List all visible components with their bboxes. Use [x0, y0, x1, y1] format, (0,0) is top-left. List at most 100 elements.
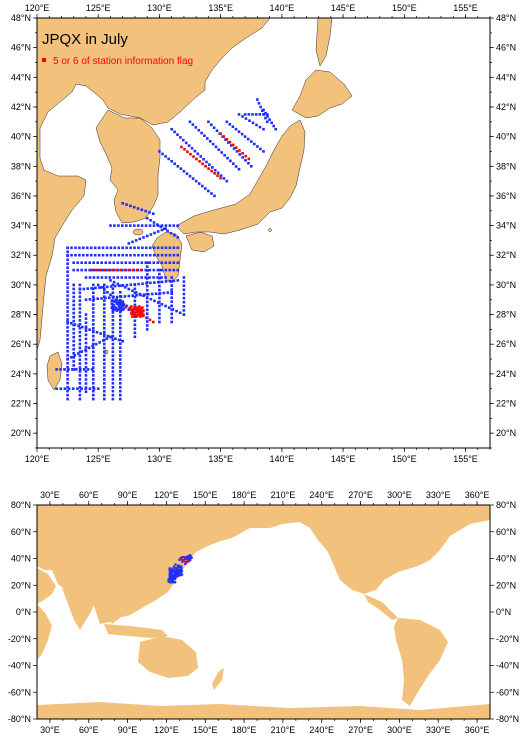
station-marker — [78, 330, 82, 334]
station-marker — [103, 342, 106, 346]
station-marker — [201, 184, 204, 188]
x-tick-label-bottom: 135°E — [208, 454, 233, 464]
station-marker — [94, 286, 97, 290]
station-marker — [88, 387, 92, 390]
station-marker — [152, 224, 156, 227]
station-marker — [113, 253, 117, 257]
station-marker — [78, 338, 82, 342]
station-marker — [182, 296, 186, 300]
station-marker — [72, 344, 75, 347]
station-marker — [76, 268, 79, 272]
x-tick-label-top: 180°E — [232, 490, 257, 500]
station-marker — [178, 558, 181, 561]
station-marker — [88, 298, 92, 301]
flagged-station-marker — [180, 558, 183, 561]
station-marker — [92, 393, 95, 397]
station-marker — [225, 120, 229, 124]
greenland — [450, 505, 490, 522]
station-marker — [118, 299, 122, 302]
station-marker — [72, 311, 75, 315]
station-marker — [72, 327, 75, 331]
station-marker — [141, 246, 144, 250]
station-marker — [158, 292, 161, 296]
station-marker — [88, 276, 92, 279]
station-marker — [111, 393, 115, 397]
station-marker — [66, 294, 69, 297]
y-tick-label-right: 38°N — [496, 161, 516, 171]
station-marker — [84, 370, 88, 373]
station-marker — [171, 578, 174, 581]
flagged-station-marker — [138, 305, 141, 308]
station-marker — [140, 224, 144, 227]
station-marker — [105, 337, 109, 340]
station-marker — [78, 382, 82, 385]
station-marker — [174, 575, 177, 579]
station-marker — [182, 300, 186, 304]
station-marker — [131, 240, 134, 244]
regional-map: 120°E 120°E 125°E 125°E 130°E 130°E 135°E 135°E… — [11, 3, 516, 464]
station-marker — [114, 299, 118, 302]
station-marker — [241, 115, 244, 118]
station-marker — [116, 261, 120, 264]
station-marker — [265, 113, 269, 116]
station-marker — [78, 323, 82, 326]
japan-global — [160, 554, 172, 576]
station-marker — [156, 261, 160, 264]
station-marker — [145, 320, 149, 323]
station-marker — [125, 253, 128, 257]
station-marker — [119, 309, 123, 312]
station-marker — [55, 368, 58, 371]
station-marker — [113, 224, 116, 227]
flagged-station-marker — [130, 308, 133, 311]
flagged-station-marker — [219, 132, 222, 135]
station-marker — [109, 253, 113, 257]
y-tick-label-left: 80°N — [11, 500, 31, 510]
station-marker — [66, 393, 69, 397]
station-marker — [160, 261, 164, 264]
korean-peninsula — [95, 109, 161, 224]
station-marker — [164, 224, 168, 227]
station-marker — [72, 291, 75, 295]
station-marker — [66, 258, 69, 262]
y-tick-label-left: 30°N — [11, 280, 31, 290]
station-marker — [97, 253, 101, 257]
flagged-station-marker — [183, 148, 186, 151]
africa-east — [37, 604, 52, 660]
station-marker — [168, 581, 171, 584]
station-marker — [133, 315, 137, 319]
station-marker — [119, 322, 122, 326]
station-marker — [182, 313, 186, 316]
station-marker — [145, 261, 149, 264]
global-station-markers — [167, 554, 193, 584]
station-marker — [111, 350, 115, 354]
station-marker — [238, 153, 242, 156]
x-tick-label-top: 130°E — [147, 3, 172, 13]
station-marker — [205, 160, 208, 164]
station-marker — [170, 291, 173, 294]
station-marker — [92, 315, 95, 318]
station-marker — [89, 253, 93, 257]
station-marker — [129, 253, 132, 257]
station-marker — [70, 322, 73, 325]
station-marker — [160, 224, 164, 227]
station-marker — [75, 368, 78, 371]
station-marker — [160, 246, 164, 250]
station-marker — [133, 253, 136, 257]
station-marker — [119, 378, 122, 381]
station-marker — [66, 250, 69, 254]
x-tick-label-bottom: 145°E — [331, 454, 356, 464]
station-marker — [262, 113, 266, 116]
station-marker — [66, 397, 69, 401]
station-marker — [84, 357, 88, 361]
station-marker — [66, 266, 69, 269]
station-marker — [237, 113, 241, 116]
station-marker — [111, 315, 115, 318]
station-marker — [133, 295, 137, 299]
station-marker — [145, 292, 149, 296]
station-marker — [176, 268, 180, 272]
station-marker — [103, 389, 106, 393]
x-tick-label-bottom: 130°E — [147, 454, 172, 464]
station-marker — [261, 109, 264, 112]
station-marker — [112, 261, 116, 264]
station-marker — [90, 368, 94, 371]
